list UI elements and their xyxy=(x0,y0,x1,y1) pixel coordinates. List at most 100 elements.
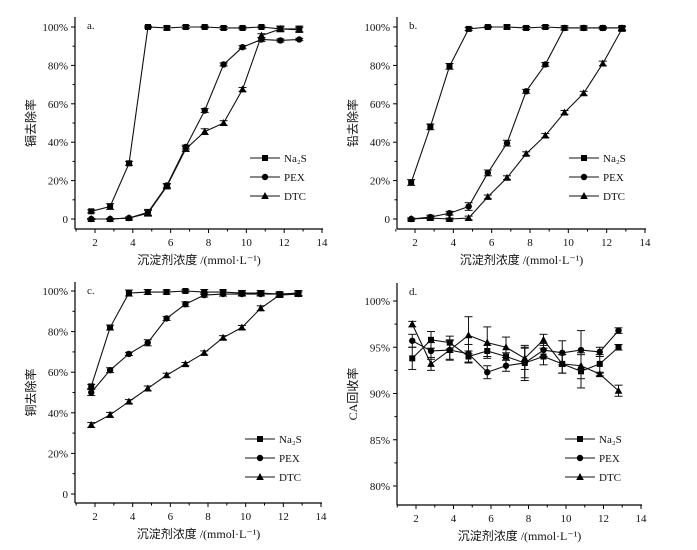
series-PEX xyxy=(407,24,626,223)
data-point xyxy=(144,289,151,296)
data-point xyxy=(408,179,415,186)
y-tick-label: 80% xyxy=(370,481,390,493)
chart-panel-c: 2 4 6 8 10 12 14 0 20% 40% 60% 80% 100% 沉淀剂浓度 /(mmol·… xyxy=(23,282,327,541)
data-point xyxy=(238,323,246,331)
data-point xyxy=(502,362,510,369)
data-point xyxy=(144,24,151,30)
data-point xyxy=(276,24,285,32)
legend-entry: Na₂S xyxy=(565,434,622,446)
data-point xyxy=(484,24,491,30)
y-tick-label: 100% xyxy=(42,22,68,34)
data-point xyxy=(503,173,511,181)
legend-label: DTC xyxy=(284,191,306,203)
panel-label: b. xyxy=(409,20,418,32)
x-tick-label: 4 xyxy=(130,511,136,523)
data-point xyxy=(87,420,96,428)
data-point xyxy=(465,203,472,210)
legend-entry: PEX xyxy=(245,453,300,465)
data-point xyxy=(201,107,208,114)
data-point xyxy=(558,359,567,367)
series-line xyxy=(411,27,622,220)
series-DTC xyxy=(407,24,626,222)
data-point xyxy=(257,290,264,298)
data-point xyxy=(427,347,435,355)
x-tick-label: 2 xyxy=(92,237,98,249)
panel-label: c. xyxy=(87,285,95,297)
series-line xyxy=(91,28,300,220)
data-point xyxy=(504,24,510,30)
data-point xyxy=(484,169,492,177)
legend-marker xyxy=(261,173,269,181)
data-point xyxy=(88,208,95,215)
data-point xyxy=(523,24,530,31)
data-point xyxy=(618,24,626,32)
legend-marker xyxy=(256,473,264,480)
data-point xyxy=(125,397,133,405)
y-tick-label: 0 xyxy=(385,214,391,226)
x-tick-label: 12 xyxy=(601,237,612,249)
data-point xyxy=(596,348,603,356)
data-point xyxy=(409,337,416,344)
x-tick-label: 6 xyxy=(489,237,495,249)
data-point xyxy=(579,89,588,97)
series-PEX xyxy=(87,290,303,397)
data-point xyxy=(238,85,247,93)
data-point xyxy=(615,327,622,334)
legend-marker xyxy=(577,436,583,442)
data-point xyxy=(239,43,246,51)
data-point xyxy=(219,119,228,126)
data-point xyxy=(126,160,133,167)
series-DTC xyxy=(87,24,304,222)
data-point xyxy=(106,410,114,418)
series-Na₂S xyxy=(407,24,626,186)
data-point xyxy=(541,131,550,139)
data-point xyxy=(220,61,227,68)
data-point xyxy=(87,215,96,222)
y-tick-label: 80% xyxy=(48,60,68,72)
y-tick-label: 20% xyxy=(48,448,68,460)
data-point xyxy=(107,324,114,331)
data-point xyxy=(503,139,511,147)
y-tick-label: 60% xyxy=(48,99,68,111)
x-tick-label: 6 xyxy=(488,513,494,525)
data-point xyxy=(296,36,303,43)
data-point xyxy=(163,315,170,322)
data-point xyxy=(446,63,453,70)
data-point xyxy=(539,335,548,343)
y-tick-label: 100% xyxy=(42,286,68,298)
series-Na₂S xyxy=(408,331,623,389)
data-point xyxy=(201,291,208,299)
data-point xyxy=(295,25,304,33)
y-tick-label: 40% xyxy=(48,408,68,420)
panel-label: a. xyxy=(87,20,95,32)
data-point xyxy=(465,25,472,32)
x-tick-label: 10 xyxy=(561,513,573,525)
data-point xyxy=(599,59,607,67)
x-tick-label: 8 xyxy=(205,511,211,523)
y-tick-label: 80% xyxy=(48,327,68,339)
data-point xyxy=(599,24,607,32)
data-point xyxy=(614,386,623,394)
series-line xyxy=(411,323,619,392)
y-tick-label: 0 xyxy=(63,489,69,501)
series-line xyxy=(91,38,300,220)
data-point xyxy=(484,192,492,200)
data-point xyxy=(577,346,585,354)
legend-marker xyxy=(576,454,584,462)
data-point xyxy=(144,339,151,346)
x-axis-title: 沉淀剂浓度 /(mmol·L⁻¹) xyxy=(137,252,261,267)
series-line xyxy=(90,293,299,393)
y-axis-title: 铅去除率 xyxy=(345,99,360,147)
y-tick-label: 40% xyxy=(370,137,390,149)
data-point xyxy=(107,203,114,210)
legend-label: Na₂S xyxy=(279,434,302,446)
data-point xyxy=(615,344,622,351)
legend-entry: Na₂S xyxy=(245,434,302,446)
y-tick-label: 60% xyxy=(48,367,68,379)
data-point xyxy=(426,214,435,222)
series-Na₂S xyxy=(87,24,304,215)
data-point xyxy=(219,333,227,341)
legend-entry: Na₂S xyxy=(569,153,626,165)
data-point xyxy=(256,304,265,312)
data-point xyxy=(125,290,132,297)
